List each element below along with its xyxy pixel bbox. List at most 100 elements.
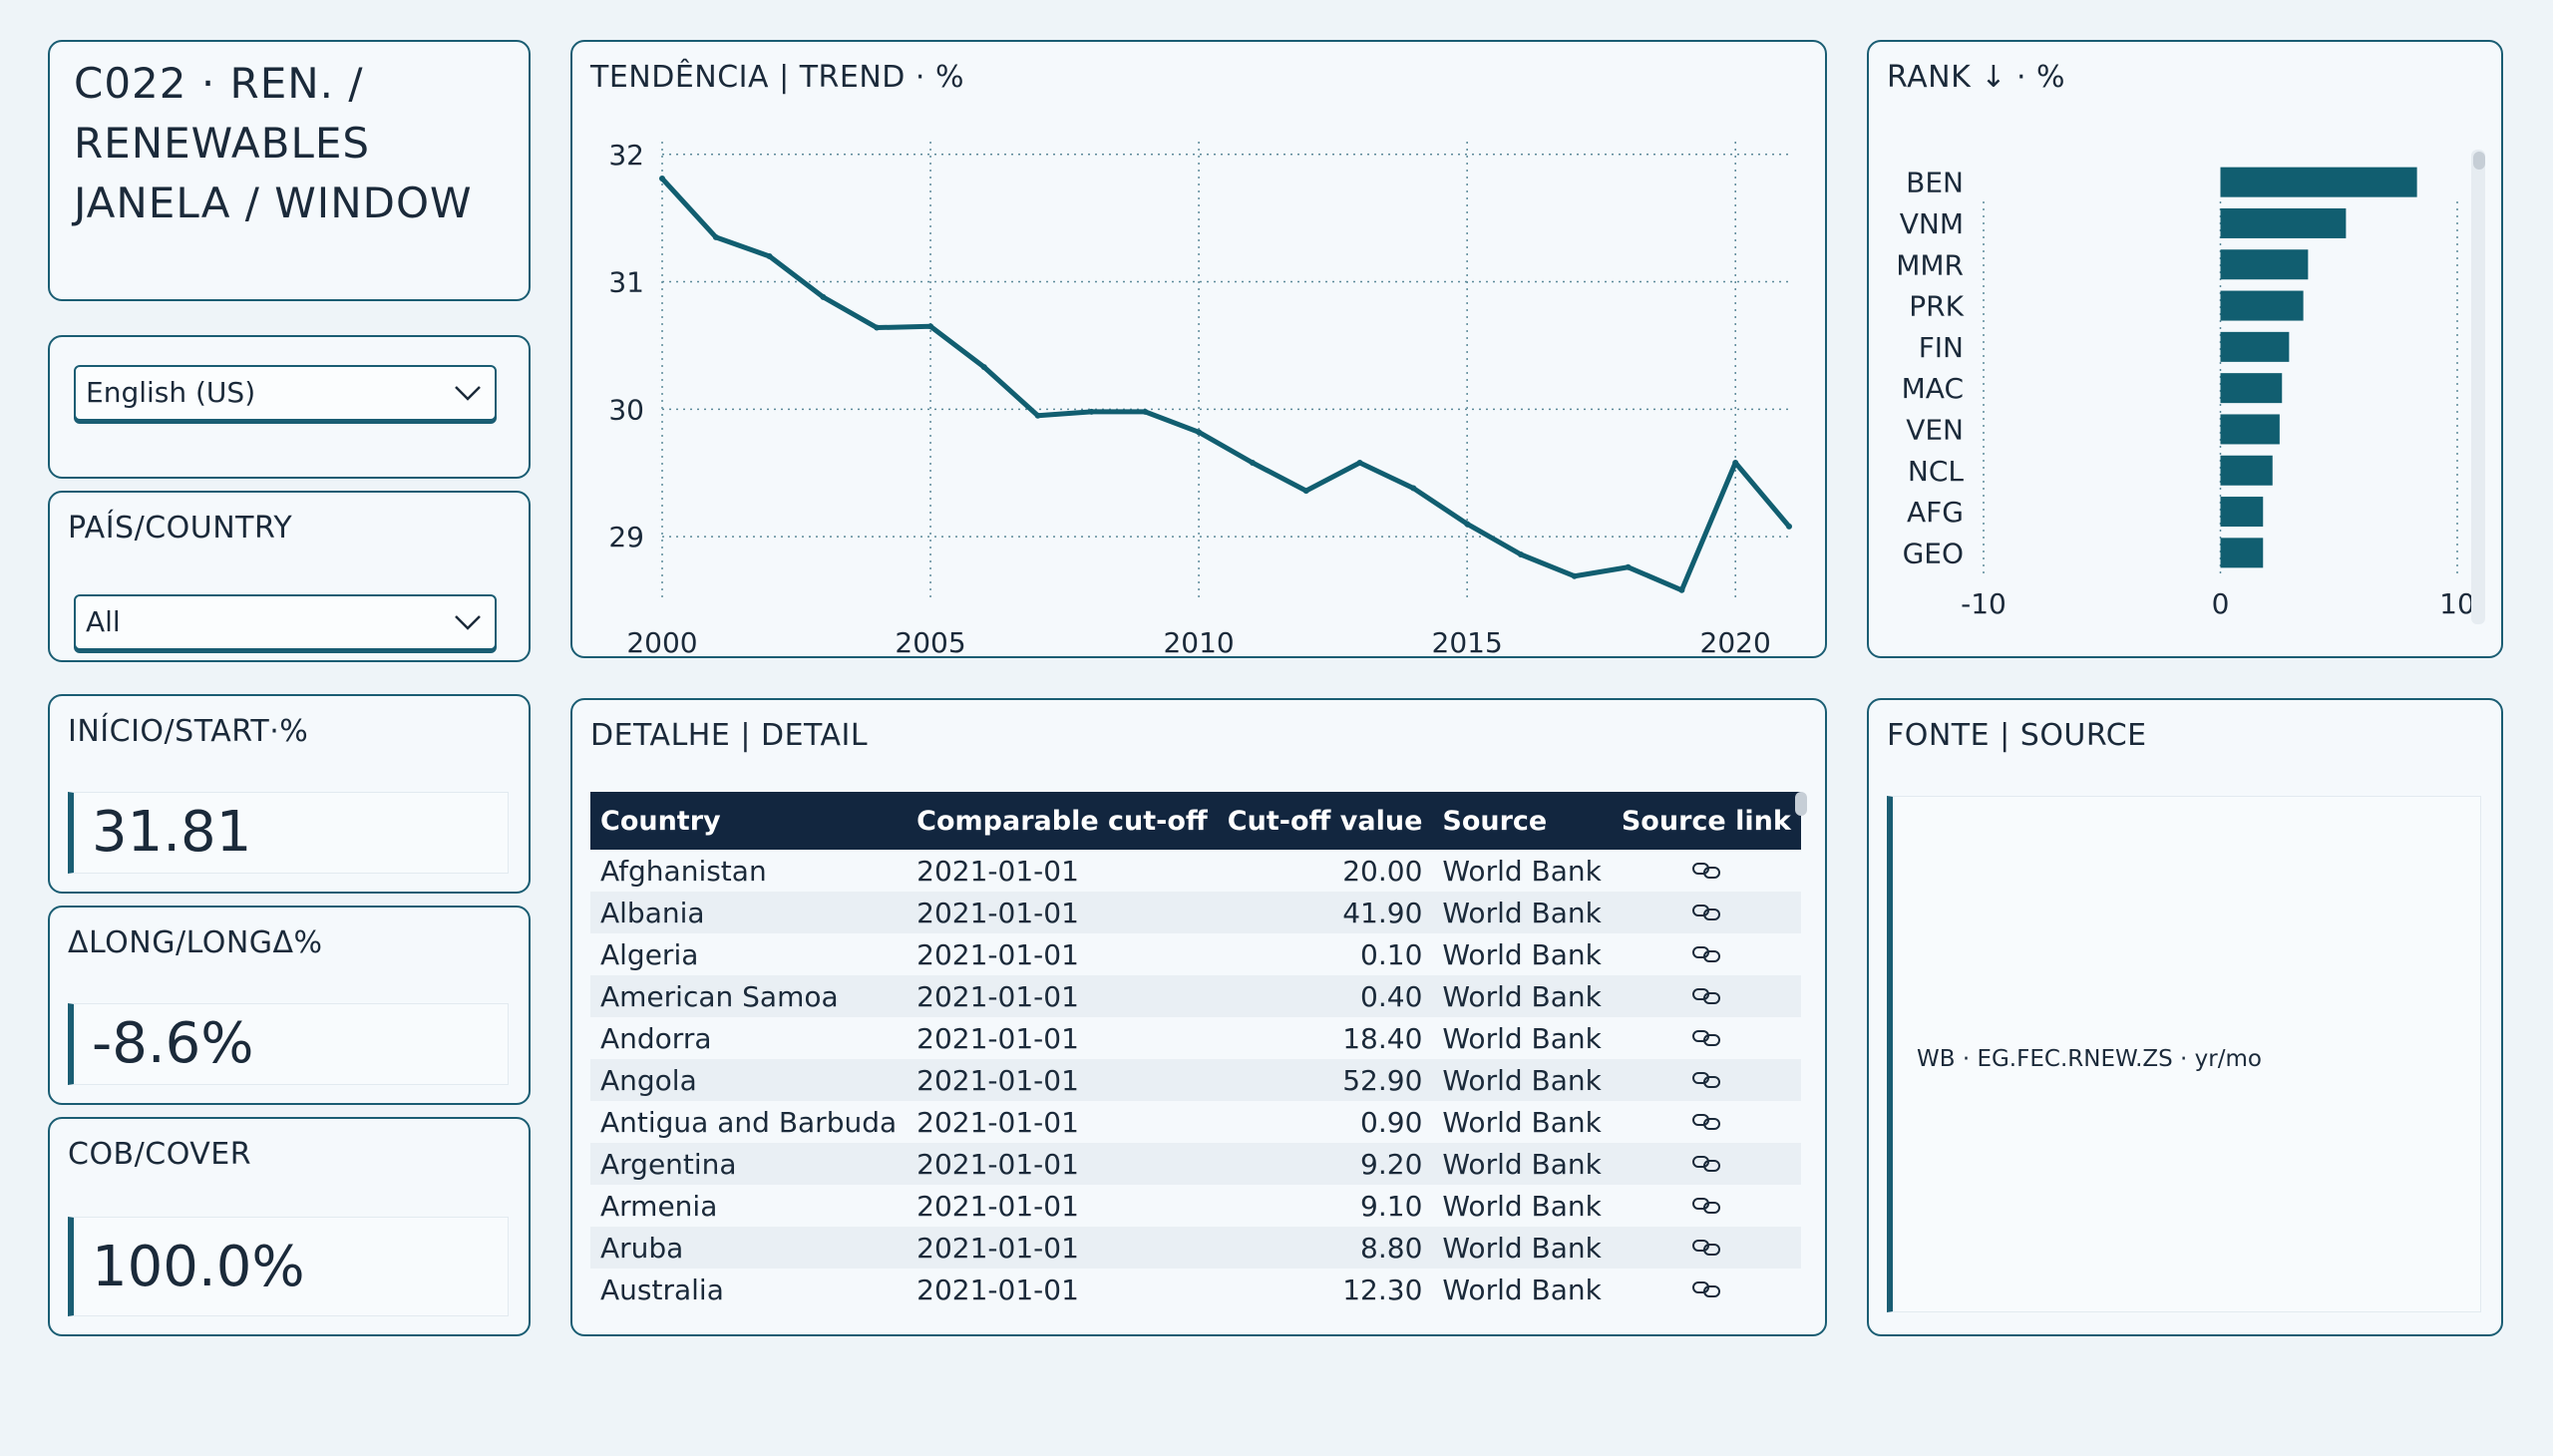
rank-category-label: MAC (1902, 372, 1964, 405)
rank-category-label: NCL (1908, 455, 1964, 488)
trend-card: TENDÊNCIA | TREND · % 29 30 31 32 2000 2005 20… (570, 40, 1827, 658)
column-header-cutoff[interactable]: Comparable cut-off (907, 792, 1218, 850)
cell-source: World Bank (1432, 892, 1612, 933)
trend-data-point (1410, 485, 1417, 492)
rank-bar[interactable] (2220, 290, 2304, 321)
cell-cutoff-value: 52.90 (1217, 1059, 1433, 1101)
trend-data-point (927, 323, 934, 330)
country-dropdown[interactable]: All (74, 594, 497, 650)
rank-category-label: PRK (1909, 290, 1964, 323)
country-selected: All (86, 605, 121, 638)
table-row: Antigua and Barbuda 2021-01-01 0.90 World B… (590, 1101, 1801, 1143)
rank-x-tick-label: 10 (2439, 587, 2475, 620)
rank-category-label: GEO (1903, 537, 1964, 569)
detail-scrollbar-thumb[interactable] (1795, 792, 1807, 816)
cell-source-link[interactable] (1611, 892, 1801, 933)
cell-source-link[interactable] (1611, 1017, 1801, 1059)
trend-chart: 29 30 31 32 2000 2005 2010 2015 2020 (608, 139, 1792, 656)
cell-country: Andorra (590, 1017, 908, 1059)
trend-x-tick-label: 2010 (1163, 626, 1234, 656)
cell-country: Aruba (590, 1227, 908, 1269)
cell-source-link[interactable] (1611, 933, 1801, 975)
rank-x-tick-label: 0 (2212, 587, 2230, 620)
chain-link-icon[interactable] (1691, 1196, 1721, 1216)
cell-source-link[interactable] (1611, 850, 1801, 892)
cell-source-link[interactable] (1611, 1185, 1801, 1227)
column-header-link[interactable]: Source link (1611, 792, 1801, 850)
trend-y-tick-label: 30 (608, 393, 644, 426)
trend-data-point (1517, 551, 1524, 557)
trend-data-point (1464, 521, 1471, 528)
column-header-source[interactable]: Source (1432, 792, 1612, 850)
trend-data-point (1356, 460, 1363, 466)
cell-country: Afghanistan (590, 850, 908, 892)
cell-source: World Bank (1432, 850, 1612, 892)
cell-cutoff-value: 0.40 (1217, 975, 1433, 1017)
rank-bar[interactable] (2220, 373, 2283, 404)
cell-cutoff-date: 2021-01-01 (907, 1185, 1218, 1227)
chain-link-icon[interactable] (1691, 1238, 1721, 1258)
trend-data-point (1249, 460, 1256, 466)
rank-bar[interactable] (2220, 497, 2264, 528)
chevron-down-icon (455, 386, 481, 401)
source-text: WB · EG.FEC.RNEW.ZS · yr/mo (1917, 1046, 2262, 1072)
trend-data-point (1088, 408, 1095, 415)
trend-data-point (1302, 488, 1309, 495)
rank-category-label: VEN (1906, 413, 1964, 446)
cell-country: Albania (590, 892, 908, 933)
cell-source: World Bank (1432, 1059, 1612, 1101)
cell-source-link[interactable] (1611, 1269, 1801, 1310)
rank-bar[interactable] (2220, 167, 2417, 197)
chain-link-icon[interactable] (1691, 1279, 1721, 1299)
cell-cutoff-value: 12.30 (1217, 1269, 1433, 1310)
cell-cutoff-date: 2021-01-01 (907, 1101, 1218, 1143)
chain-link-icon[interactable] (1691, 1070, 1721, 1090)
rank-category-label: VNM (1900, 207, 1964, 240)
trend-data-point (874, 324, 881, 331)
rank-card: RANK ↓ · % -10 0 10 BEN VNM MMR PRK FIN MAC VEN NC… (1867, 40, 2503, 658)
cell-source-link[interactable] (1611, 1101, 1801, 1143)
rank-category-label: FIN (1919, 331, 1964, 364)
trend-data-point (1625, 563, 1632, 570)
column-header-country[interactable]: Country (590, 792, 908, 850)
rank-title: RANK ↓ · % (1887, 60, 2066, 95)
chain-link-icon[interactable] (1691, 1112, 1721, 1132)
cell-source-link[interactable] (1611, 1059, 1801, 1101)
kpi-long-delta-value: -8.6% (68, 1003, 509, 1085)
cell-source: World Bank (1432, 1017, 1612, 1059)
rank-scrollbar[interactable] (2471, 150, 2485, 624)
cell-cutoff-date: 2021-01-01 (907, 1143, 1218, 1185)
rank-bar[interactable] (2220, 455, 2273, 486)
chain-link-icon[interactable] (1691, 1154, 1721, 1174)
source-title: FONTE | SOURCE (1887, 718, 2147, 753)
chain-link-icon[interactable] (1691, 1028, 1721, 1048)
kpi-long-delta-label: ΔLONG/LONGΔ% (68, 925, 323, 960)
table-row: Aruba 2021-01-01 8.80 World Bank (590, 1227, 1801, 1269)
column-header-value[interactable]: Cut-off value (1217, 792, 1433, 850)
cell-source-link[interactable] (1611, 1227, 1801, 1269)
rank-bar[interactable] (2220, 249, 2309, 280)
cell-cutoff-date: 2021-01-01 (907, 850, 1218, 892)
cell-country: Australia (590, 1269, 908, 1310)
table-row: Andorra 2021-01-01 18.40 World Bank (590, 1017, 1801, 1059)
chain-link-icon[interactable] (1691, 861, 1721, 881)
rank-bar[interactable] (2220, 207, 2347, 238)
rank-chart: -10 0 10 BEN VNM MMR PRK FIN MAC VEN NCL AFG GEO (1896, 167, 2475, 620)
country-filter-card: PAÍS/COUNTRY All (48, 491, 531, 662)
cell-country: Armenia (590, 1185, 908, 1227)
cell-source-link[interactable] (1611, 1143, 1801, 1185)
table-row: Australia 2021-01-01 12.30 World Bank (590, 1269, 1801, 1310)
chain-link-icon[interactable] (1691, 903, 1721, 922)
rank-scrollbar-thumb[interactable] (2473, 152, 2485, 170)
rank-bar[interactable] (2220, 331, 2290, 362)
source-box: WB · EG.FEC.RNEW.ZS · yr/mo (1887, 796, 2481, 1312)
detail-title: DETALHE | DETAIL (590, 718, 869, 753)
cell-country: Algeria (590, 933, 908, 975)
rank-bar[interactable] (2220, 538, 2264, 568)
rank-bar[interactable] (2220, 414, 2280, 445)
chain-link-icon[interactable] (1691, 944, 1721, 964)
cell-cutoff-value: 41.90 (1217, 892, 1433, 933)
chain-link-icon[interactable] (1691, 986, 1721, 1006)
cell-source-link[interactable] (1611, 975, 1801, 1017)
language-dropdown[interactable]: English (US) (74, 365, 497, 421)
